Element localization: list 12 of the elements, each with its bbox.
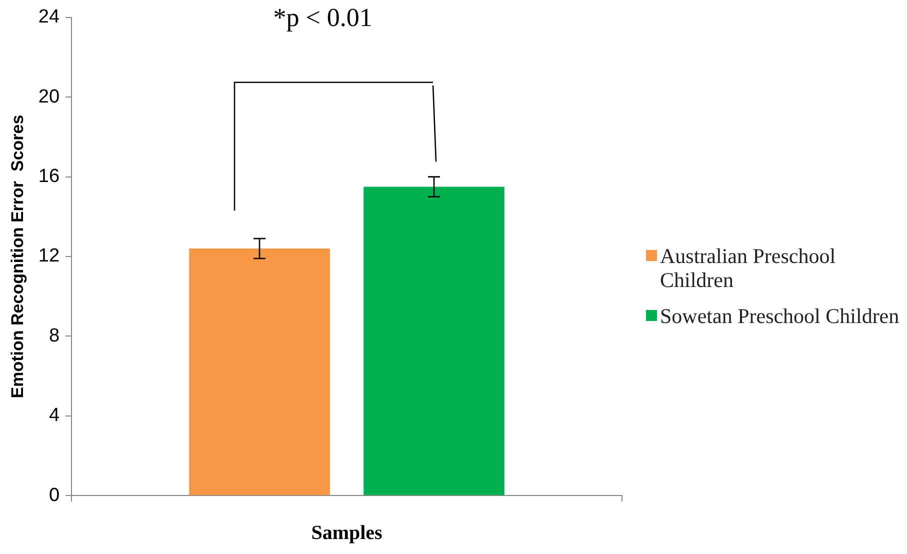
x-axis-title: Samples [311, 522, 383, 544]
y-tick-label: 16 [38, 166, 60, 188]
y-tick-label: 20 [38, 86, 60, 108]
y-tick-label: 24 [38, 6, 60, 28]
legend-label: Sowetan Preschool Children [660, 304, 900, 328]
y-tick-label: 12 [38, 246, 60, 267]
y-tick-label: 4 [48, 405, 60, 426]
annotation: *p < 0.01 [273, 3, 372, 32]
y-tick-label: 0 [48, 484, 60, 506]
legend-label: Australian Preschool Children [660, 244, 837, 292]
y-tick-label: 8 [48, 325, 60, 346]
y-axis-title: Emotion Recognition Error Scores [8, 114, 27, 398]
